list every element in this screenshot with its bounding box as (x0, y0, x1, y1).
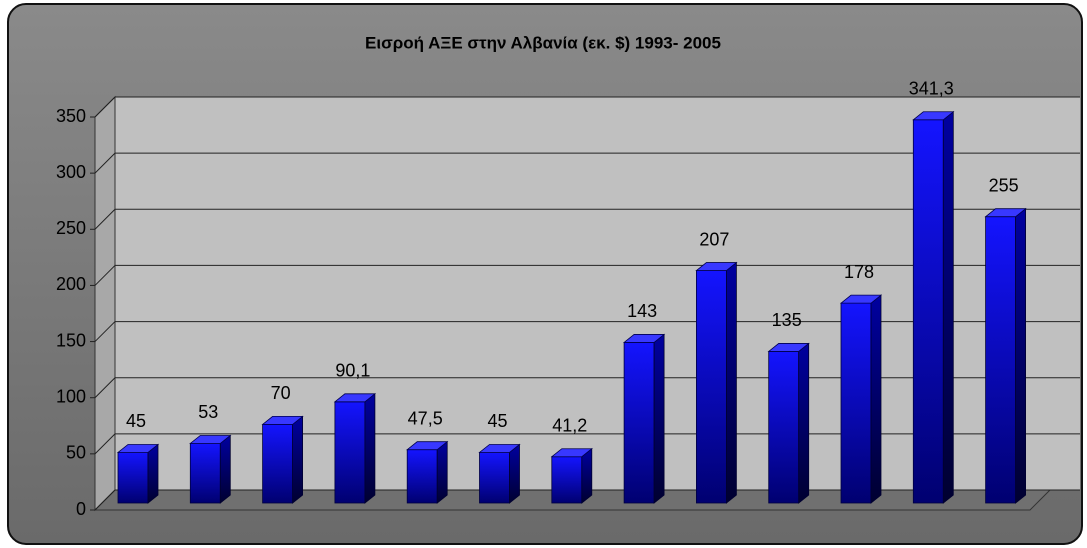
bar-side (798, 342, 810, 504)
value-label: 45 (126, 411, 146, 431)
bar-side (147, 443, 159, 504)
value-label: 70 (271, 383, 291, 403)
value-label: 255 (989, 175, 1019, 195)
grid-line-side (94, 208, 116, 230)
bars: 45 53 70 90,1 47,5 45 41,2 143 207 135 178 341,3 255 (116, 79, 1027, 504)
y-tick-label: 0 (76, 499, 86, 519)
grid-line-side (94, 321, 116, 342)
bar-front (406, 449, 438, 504)
bar-front (840, 302, 872, 504)
y-tick-label: 100 (56, 386, 86, 406)
bar (406, 440, 449, 504)
grid-line-side (94, 265, 116, 286)
value-label: 207 (699, 229, 729, 249)
grid-line-side (94, 96, 116, 118)
bar (478, 443, 521, 504)
bar-top (767, 343, 810, 352)
bar (189, 434, 232, 504)
bar-front (479, 452, 510, 504)
y-tick-label: 350 (56, 106, 86, 126)
bar-top (695, 262, 738, 271)
bar-side (942, 110, 954, 504)
value-label: 47,5 (408, 408, 443, 428)
bar-top (478, 444, 521, 453)
grid-line-side (94, 377, 116, 399)
bar-side (364, 392, 376, 504)
grid-line-side (94, 433, 116, 455)
value-label: 135 (772, 310, 802, 330)
bar (261, 415, 304, 504)
back-wall (115, 97, 1080, 490)
bar-front (117, 452, 149, 504)
bar-front (551, 456, 583, 504)
side-wall (94, 95, 116, 512)
y-tick-label: 300 (56, 162, 86, 182)
bar-top (622, 334, 666, 343)
y-tick-label: 150 (56, 330, 86, 350)
bar-top (189, 435, 232, 444)
bar-front (334, 401, 366, 504)
bar-top (912, 111, 955, 121)
value-label: 41,2 (552, 415, 587, 435)
value-label: 90,1 (335, 361, 370, 381)
bar-side (870, 294, 882, 504)
bar (550, 447, 593, 504)
grid-line-side (94, 489, 116, 511)
y-tick-label: 200 (56, 274, 86, 294)
bar-side (219, 434, 231, 504)
value-label: 45 (487, 411, 507, 431)
bar-top (406, 441, 449, 451)
value-label: 178 (844, 262, 874, 282)
bar-top (333, 393, 377, 403)
bar-side (1015, 207, 1026, 504)
bar (116, 443, 160, 504)
bar-side (653, 333, 665, 504)
bar-top (984, 208, 1027, 218)
bar-top (116, 444, 160, 453)
bar-top (261, 415, 304, 425)
y-tick-label: 50 (66, 443, 86, 463)
bar-front (912, 119, 944, 504)
bar (695, 261, 738, 504)
bar-top (839, 294, 883, 304)
chart-title: Εισροή ΑΞΕ στην Αλβανία (εκ. $) 1993- 20… (365, 33, 721, 52)
bar (333, 392, 377, 504)
bar (839, 294, 883, 504)
bar-front (189, 443, 221, 504)
value-label: 143 (627, 301, 657, 321)
value-label: 341,3 (909, 79, 954, 99)
bar (767, 342, 810, 504)
y-tick-label: 250 (56, 218, 86, 238)
bar-top (550, 448, 593, 458)
bar (622, 333, 666, 504)
bar-front (262, 423, 294, 504)
value-label: 53 (198, 402, 218, 422)
grid-line-side (94, 152, 116, 174)
bar-side (509, 443, 520, 504)
bar (984, 207, 1027, 504)
bar (912, 110, 955, 504)
bar-side (292, 415, 304, 504)
bar-front (696, 270, 727, 504)
bar-side (581, 447, 593, 504)
bar-front (623, 342, 655, 504)
bar-side (436, 440, 448, 504)
bar-side (726, 261, 737, 504)
bar-front (985, 216, 1016, 504)
bar-front (768, 351, 800, 504)
